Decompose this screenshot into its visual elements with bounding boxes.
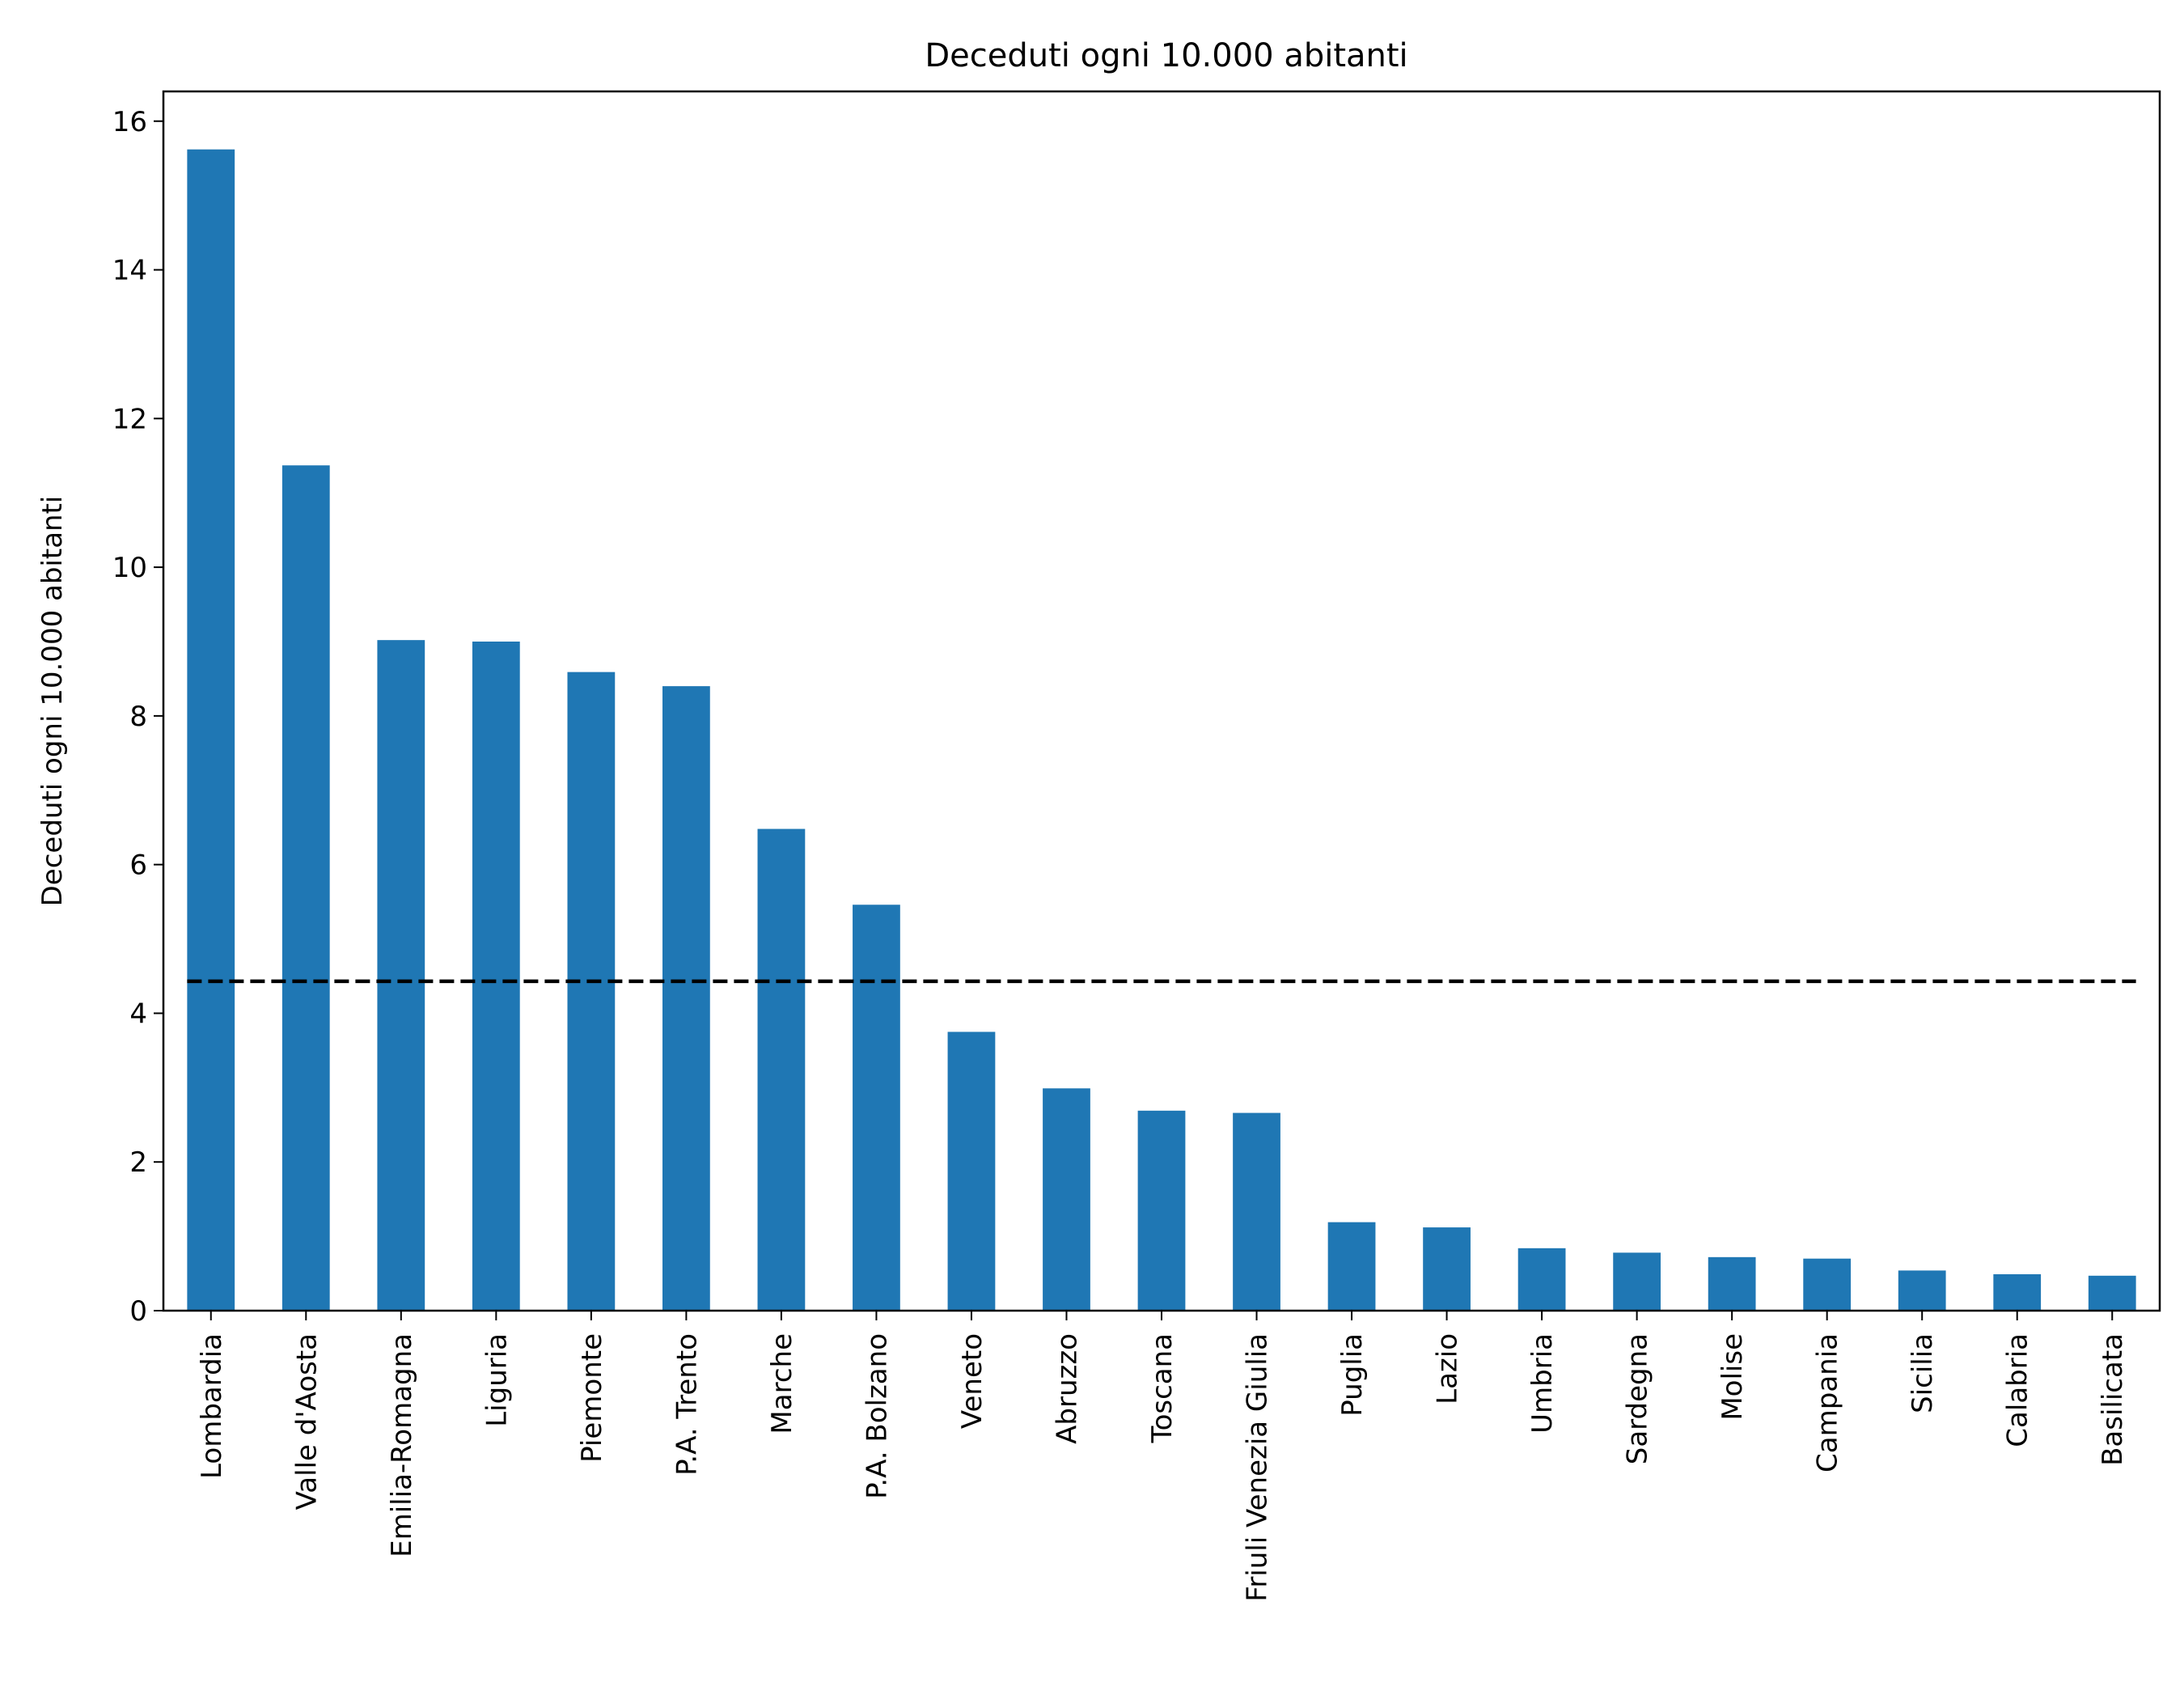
x-tick-label: Campania: [1812, 1333, 1844, 1472]
x-tick-label: Abruzzo: [1051, 1333, 1083, 1444]
x-tick-label: P.A. Bolzano: [861, 1333, 893, 1499]
y-tick-label: 10: [112, 552, 147, 584]
x-tick-label: Lazio: [1432, 1333, 1464, 1405]
bar: [1708, 1256, 1756, 1311]
bar: [1137, 1110, 1186, 1311]
x-tick-label: Sicilia: [1907, 1333, 1939, 1413]
bar: [1993, 1273, 2042, 1311]
y-tick-label: 6: [129, 850, 147, 882]
y-axis-label: Deceduti ogni 10.000 abitanti: [36, 496, 69, 907]
x-tick-label: Puglia: [1336, 1333, 1369, 1417]
bar: [1517, 1248, 1566, 1311]
bar: [472, 641, 520, 1311]
y-tick-label: 2: [129, 1146, 147, 1179]
y-tick-label: 14: [112, 255, 147, 287]
y-tick-label: 16: [112, 106, 147, 138]
bar: [2088, 1275, 2136, 1311]
x-tick-label: Umbria: [1526, 1333, 1559, 1434]
x-tick-label: Liguria: [480, 1333, 513, 1427]
bar: [1233, 1112, 1280, 1311]
bar: [662, 686, 710, 1311]
bar: [187, 149, 235, 1311]
x-axis: Lombardia Valle d'Aosta Emilia-Romagna Ligu…: [196, 1311, 2129, 1602]
bar: [1613, 1252, 1661, 1311]
y-tick-label: 12: [112, 403, 147, 435]
bar: [377, 640, 425, 1311]
bars-group: [187, 149, 2136, 1311]
bar: [757, 828, 806, 1311]
y-tick-label: 8: [129, 701, 147, 733]
x-tick-label: Friuli Venezia Giulia: [1242, 1333, 1274, 1602]
bar: [853, 905, 900, 1311]
x-tick-label: Basilicata: [2097, 1333, 2129, 1466]
bar: [281, 465, 330, 1311]
chart-title: Deceduti ogni 10.000 abitanti: [925, 37, 1407, 74]
x-tick-label: Toscana: [1146, 1333, 1179, 1443]
x-tick-label: Emilia-Romagna: [386, 1333, 418, 1557]
bar: [567, 672, 616, 1311]
x-tick-label: Piemonte: [576, 1333, 608, 1463]
x-tick-label: Lombardia: [196, 1333, 228, 1479]
x-tick-label: Sardegna: [1622, 1333, 1654, 1464]
x-tick-label: Molise: [1716, 1333, 1749, 1421]
y-tick-label: 0: [129, 1295, 147, 1328]
x-tick-label: P.A. Trento: [671, 1333, 703, 1476]
y-tick-label: 4: [129, 998, 147, 1030]
y-axis: 0 2 4 6 8 10 12 14 16: [112, 106, 163, 1328]
x-tick-label: Marche: [766, 1333, 798, 1434]
bar: [1898, 1270, 1946, 1311]
bar: [1327, 1222, 1376, 1311]
x-tick-label: Calabria: [2002, 1333, 2034, 1447]
bar: [1423, 1227, 1471, 1311]
bar: [947, 1032, 996, 1311]
bar: [1043, 1088, 1090, 1311]
x-tick-label: Valle d'Aosta: [290, 1333, 323, 1510]
bar: [1803, 1258, 1852, 1311]
x-tick-label: Veneto: [956, 1333, 988, 1429]
